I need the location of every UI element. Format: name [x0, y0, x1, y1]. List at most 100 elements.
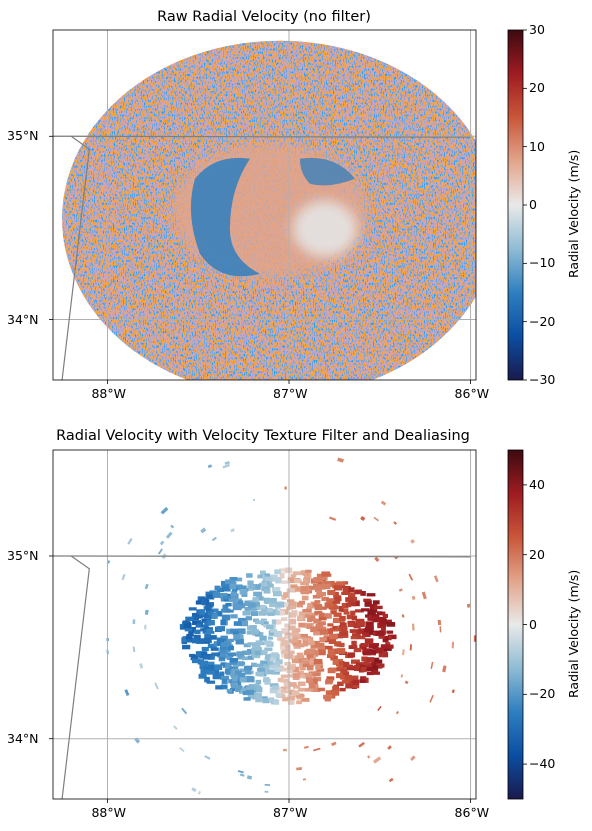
velocity-gate [253, 591, 263, 597]
velocity-gate [376, 659, 383, 663]
isolated-gate [421, 591, 427, 600]
velocity-gate [188, 607, 197, 611]
velocity-gate [200, 660, 209, 667]
velocity-gate [273, 699, 280, 705]
velocity-gate [259, 635, 267, 641]
velocity-gate [204, 676, 210, 683]
velocity-gate [325, 679, 334, 684]
velocity-gate [219, 592, 228, 599]
velocity-gate [264, 573, 270, 579]
velocity-gate [210, 635, 217, 640]
velocity-gate [243, 697, 251, 701]
velocity-gate [346, 614, 354, 620]
colorbar-tick-label: −20 [529, 686, 556, 702]
velocity-gate [239, 603, 245, 609]
isolated-gate [132, 619, 136, 625]
velocity-gate [314, 605, 322, 610]
velocity-gate [265, 583, 274, 588]
velocity-gate [255, 679, 262, 685]
velocity-gate [275, 601, 285, 608]
velocity-gate [225, 602, 232, 607]
velocity-gate [387, 634, 397, 640]
isolated-gate [224, 460, 230, 465]
velocity-gate [339, 687, 346, 692]
velocity-gate [380, 644, 389, 649]
colorbar-tick-label: −30 [529, 372, 556, 387]
isolated-gate [159, 540, 165, 546]
velocity-gate [286, 670, 294, 674]
velocity-gate [233, 584, 243, 590]
velocity-gate [298, 611, 307, 617]
velocity-gate [267, 608, 273, 613]
velocity-gate [206, 594, 215, 600]
velocity-gate [286, 632, 294, 638]
state-boundaries [53, 135, 471, 380]
velocity-gate [222, 648, 231, 652]
velocity-gate [335, 619, 345, 623]
velocity-gate [220, 676, 230, 680]
velocity-gate [372, 618, 378, 623]
velocity-gate [313, 632, 322, 636]
velocity-gate [366, 657, 375, 663]
velocity-gate [307, 603, 316, 609]
velocity-gate [269, 601, 277, 608]
velocity-gate [332, 617, 340, 624]
velocity-gate [312, 594, 321, 599]
velocity-gate [240, 688, 246, 694]
velocity-gate [274, 666, 282, 672]
colorbar-tick-label: 0 [529, 616, 537, 632]
velocity-gate [291, 658, 299, 664]
chart-title-2: Radial Velocity with Velocity Texture Fi… [56, 428, 470, 444]
velocity-gate [269, 683, 279, 688]
velocity-gate [245, 676, 255, 683]
velocity-gate [256, 668, 266, 672]
isolated-gate [170, 524, 175, 529]
velocity-gate [312, 602, 319, 607]
velocity-gate [248, 600, 256, 604]
axes-frame-2 [52, 449, 477, 800]
velocity-gate [289, 682, 297, 687]
velocity-gate [233, 679, 242, 685]
velocity-gate [274, 605, 281, 610]
velocity-gate [306, 665, 314, 671]
velocity-gate [379, 648, 388, 653]
velocity-gate [221, 678, 228, 684]
isolated-gate [410, 538, 415, 544]
isolated-gate [430, 661, 434, 670]
velocity-gate [222, 604, 229, 609]
x-tick-label: 88°W [91, 386, 126, 401]
chart-title-1: Raw Radial Velocity (no filter) [157, 9, 371, 25]
velocity-gate [224, 668, 231, 674]
velocity-gate [351, 596, 357, 602]
velocity-gate [288, 601, 297, 608]
velocity-gate [232, 631, 240, 635]
velocity-gate [330, 689, 340, 696]
velocity-gate [242, 610, 251, 616]
velocity-gate [288, 692, 295, 698]
isolated-gate [408, 573, 414, 581]
velocity-gate [199, 664, 206, 669]
velocity-gate [284, 685, 291, 690]
isolated-gate [132, 646, 136, 653]
velocity-gate [385, 642, 391, 646]
velocity-gate [264, 664, 273, 668]
velocity-gate [190, 654, 199, 661]
isolated-gate [304, 745, 309, 749]
colorbar-label-2: Radial Velocity (m/s) [566, 569, 581, 698]
velocity-gate [336, 673, 344, 679]
velocity-gate [253, 584, 261, 590]
velocity-gate [271, 685, 280, 690]
isolated-gate [241, 812, 248, 816]
isolated-gate [313, 747, 321, 752]
velocity-gate [233, 598, 243, 604]
velocity-gate [262, 698, 270, 704]
velocity-gate [203, 667, 211, 673]
velocity-gate [308, 585, 318, 590]
velocity-gate [323, 635, 330, 639]
velocity-gate [264, 670, 271, 675]
velocity-gate [229, 687, 236, 691]
velocity-gate [351, 615, 357, 621]
velocity-gate [261, 660, 269, 665]
velocity-gate [280, 678, 289, 683]
velocity-gate [251, 629, 259, 635]
